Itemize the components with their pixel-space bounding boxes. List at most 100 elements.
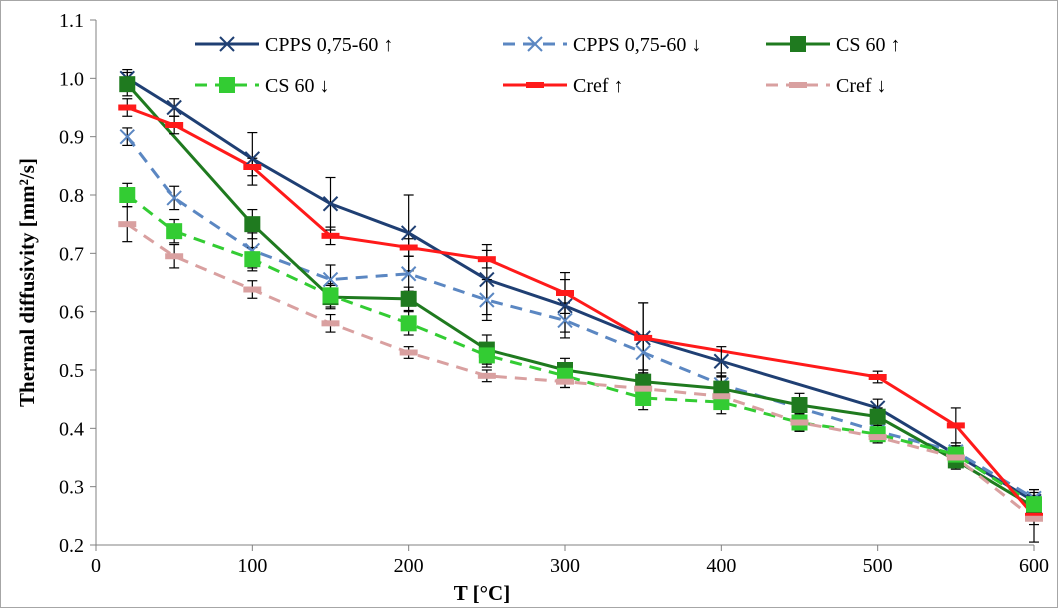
marker-stroke [479, 271, 495, 288]
data-point [713, 380, 730, 397]
data-point [400, 315, 417, 332]
legend-item-4: CS 60 ↓ [195, 75, 329, 97]
data-point [243, 286, 262, 293]
data-point [868, 434, 887, 441]
data-point [166, 99, 182, 116]
x-tick-label: 300 [550, 555, 580, 577]
data-point [790, 419, 809, 426]
data-point [166, 190, 182, 206]
data-point [868, 374, 887, 380]
data-point [477, 372, 496, 379]
data-point [119, 76, 136, 93]
data-point [118, 104, 137, 111]
marker-stroke [713, 353, 730, 369]
data-point [1025, 515, 1043, 522]
y-tick-label: 0.4 [59, 418, 84, 440]
data-point [712, 393, 731, 400]
data-point [634, 334, 653, 341]
data-point [479, 292, 495, 308]
data-point [322, 196, 339, 212]
data-point [119, 128, 135, 145]
data-point [321, 320, 340, 327]
y-tick-label: 0.3 [59, 477, 84, 499]
legend-marker [219, 77, 235, 93]
marker-stroke [557, 298, 573, 314]
legend-marker [789, 82, 807, 88]
axes: 0.2 0.3 0.4 0.5 0.6 0.7 0.8 0.9 1.0 1.1 0 100 200 300… [59, 10, 1049, 577]
data-point [119, 187, 136, 203]
marker-stroke [322, 196, 339, 212]
data-point [165, 253, 184, 260]
x-tick-label: 0 [91, 555, 101, 577]
y-tick-label: 0.2 [59, 535, 84, 557]
legend-label: CS 60 ↓ [265, 75, 329, 97]
y-tick-label: 0.7 [59, 243, 84, 265]
data-point [869, 408, 886, 425]
legend: CPPS 0,75-60 ↑ CPPS 0,75-60 ↓ CS 60 ↑ CS 60… [195, 34, 900, 97]
data-point [400, 290, 417, 307]
series-line [126, 77, 1035, 503]
data-point [478, 347, 495, 364]
marker-stroke [119, 128, 135, 145]
series-line [126, 83, 1035, 509]
legend-item-6: Cref ↓ [766, 75, 887, 97]
series-1 [126, 77, 1035, 503]
data-point [946, 454, 965, 461]
legend-label: CPPS 0,75-60 ↑ [265, 34, 393, 56]
series-line [126, 135, 1035, 500]
data-point [557, 298, 573, 314]
data-point [244, 216, 261, 233]
data-point [400, 266, 417, 282]
data-point [400, 225, 417, 241]
series-5-points [118, 104, 1043, 519]
x-tick-label: 200 [394, 555, 424, 577]
data-point [634, 385, 653, 392]
marker-stroke [166, 99, 182, 116]
data-point [243, 164, 262, 170]
marker-stroke [557, 312, 573, 329]
legend-marker [790, 36, 806, 52]
marker-stroke [400, 266, 417, 282]
x-tick-label: 500 [863, 555, 893, 577]
x-tick-label: 400 [706, 555, 736, 577]
marker-stroke [635, 344, 651, 361]
y-tick-label: 0.5 [59, 360, 84, 382]
legend-label: CPPS 0,75-60 ↓ [573, 34, 701, 56]
y-tick-label: 0.8 [59, 185, 84, 207]
y-tick-label: 1.1 [59, 10, 84, 32]
marker-stroke [244, 151, 261, 167]
x-tick-label: 600 [1019, 555, 1049, 577]
x-axis-title: T [°C] [454, 581, 510, 605]
legend-item-5: Cref ↑ [503, 75, 624, 97]
data-point [244, 251, 261, 268]
data-point [791, 397, 808, 413]
data-point [322, 271, 339, 288]
legend-item-1: CPPS 0,75-60 ↑ [195, 34, 393, 56]
legend-label: Cref ↓ [836, 75, 887, 97]
data-point [166, 223, 183, 240]
series-2 [126, 135, 1035, 500]
data-point [477, 256, 496, 263]
legend-marker [219, 36, 235, 52]
legend-marker [526, 82, 544, 88]
y-axis-title: Thermal diffusivity [mm²/s] [15, 158, 39, 407]
data-point [118, 221, 137, 228]
series-6-points [118, 221, 1043, 522]
x-tick-label: 100 [237, 555, 267, 577]
marker-stroke [400, 225, 417, 241]
y-tick-label: 0.6 [59, 302, 84, 324]
legend-label: CS 60 ↑ [836, 34, 900, 56]
series-layer [118, 68, 1043, 543]
marker-stroke [166, 190, 182, 206]
data-point [322, 287, 339, 304]
data-point [399, 244, 418, 251]
data-point [557, 312, 573, 329]
data-point [635, 390, 652, 406]
marker-stroke [322, 271, 339, 288]
y-tick-label: 0.9 [59, 127, 84, 149]
data-point [1026, 496, 1042, 513]
marker-stroke [527, 36, 543, 52]
legend-item-2: CPPS 0,75-60 ↓ [503, 34, 701, 56]
legend-item-3: CS 60 ↑ [766, 34, 900, 56]
